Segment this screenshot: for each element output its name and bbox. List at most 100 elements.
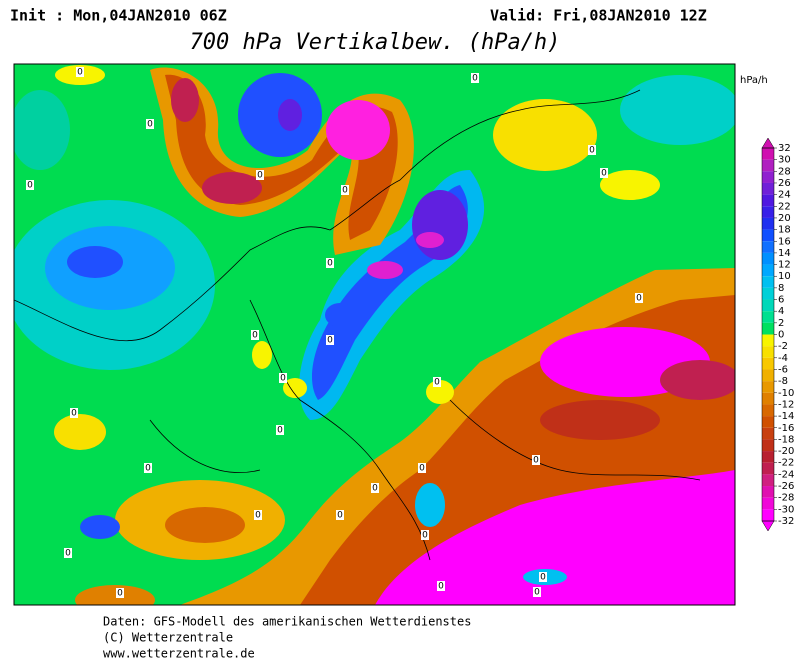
legend-tick-label: 12 <box>778 260 791 271</box>
legend-swatch <box>762 194 774 207</box>
contour-label: 0 <box>636 294 642 304</box>
contour-label-bg <box>279 373 287 383</box>
contour-label: 0 <box>589 146 595 156</box>
legend-swatch <box>762 451 774 463</box>
legend-tick-label: -22 <box>778 458 794 469</box>
legend-swatch <box>762 427 774 440</box>
legend-tick-label: -30 <box>778 504 794 515</box>
legend-swatch <box>762 241 774 253</box>
legend-swatch <box>762 171 774 183</box>
legend-swatch <box>762 474 774 487</box>
legend-swatch <box>762 392 774 405</box>
init-time: Init : Mon,04JAN2010 06Z <box>10 7 227 25</box>
contour-label: 0 <box>438 582 444 592</box>
contour-label: 0 <box>372 484 378 494</box>
legend-swatch <box>762 148 774 160</box>
legend-swatch <box>762 404 774 417</box>
legend-swatch <box>762 311 774 323</box>
contour-label: 0 <box>533 456 539 466</box>
contour-label-bg <box>371 483 379 493</box>
contour-label: 0 <box>472 74 478 84</box>
legend-swatch <box>762 276 774 288</box>
legend-tick-label: 20 <box>778 213 791 224</box>
legend-tick-label: 22 <box>778 201 791 212</box>
legend-tick-label: 0 <box>778 330 784 341</box>
coastlines <box>14 89 701 561</box>
legend-swatch <box>762 206 774 218</box>
contour-label-bg <box>539 572 547 582</box>
contour-label: 0 <box>71 409 77 419</box>
contour-label: 0 <box>327 259 333 269</box>
legend-tick-label: 26 <box>778 178 791 189</box>
legend-tick-label: 24 <box>778 190 791 201</box>
contour-label-bg <box>26 180 34 190</box>
map-frame <box>13 63 736 606</box>
legend-tick-label: 10 <box>778 271 791 282</box>
contour-label-bg <box>336 510 344 520</box>
field <box>14 64 735 605</box>
legend-tick-label: -10 <box>778 388 794 399</box>
contour-label-bg <box>326 258 334 268</box>
legend-unit: hPa/h <box>740 75 768 86</box>
contour-label: 0 <box>277 426 283 436</box>
contour-label: 0 <box>534 588 540 598</box>
legend-tick-label: 4 <box>778 306 784 317</box>
legend-tick-label: -14 <box>778 411 794 422</box>
contour-label: 0 <box>252 331 258 341</box>
contour-label-bg <box>116 588 124 598</box>
legend-swatch <box>762 159 774 172</box>
legend-tick-label: 18 <box>778 225 791 236</box>
contour-label-bg <box>276 425 284 435</box>
legend-swatch <box>762 486 774 498</box>
contour-label-bg <box>532 455 540 465</box>
legend-tick-label: -16 <box>778 423 794 434</box>
legend-tick-label: -20 <box>778 446 794 457</box>
legend-tick-label: -18 <box>778 434 794 445</box>
legend-swatch <box>762 346 774 358</box>
legend-swatch <box>762 287 774 300</box>
contour-label-bg <box>64 548 72 558</box>
legend-swatch <box>762 217 774 230</box>
contour-label: 0 <box>145 464 151 474</box>
legend-swatch <box>762 322 774 335</box>
legend-cap <box>761 520 775 532</box>
contour-label-bg <box>256 170 264 180</box>
legend-tick-label: -12 <box>778 399 794 410</box>
contour-label: 0 <box>601 169 607 179</box>
contour-label-bg <box>600 168 608 178</box>
footer-line: (C) Wetterzentrale <box>103 631 233 645</box>
footer-line: Daten: GFS-Modell des amerikanischen Wet… <box>103 615 471 629</box>
legend-swatch <box>762 334 774 347</box>
map-title: 700 hPa Vertikalbew. (hPa/h) <box>190 30 561 55</box>
contour-label: 0 <box>65 549 71 559</box>
contour-label-bg <box>588 145 596 155</box>
contour-label-bg <box>437 581 445 591</box>
legend-tick-label: -2 <box>778 341 788 352</box>
contour-label-bg <box>146 119 154 129</box>
legend-swatch <box>762 497 774 510</box>
legend-swatch <box>762 182 774 195</box>
legend-swatch <box>762 369 774 382</box>
legend-swatch <box>762 381 774 393</box>
contour-label-bg <box>144 463 152 473</box>
legend-tick-label: 30 <box>778 155 791 166</box>
shading <box>14 65 735 605</box>
contour-label: 0 <box>257 171 263 181</box>
contour-label-bg <box>418 463 426 473</box>
contour-label: 0 <box>117 589 123 599</box>
legend-swatch <box>762 299 774 312</box>
contour-label-bg <box>326 335 334 345</box>
contour-label: 0 <box>27 181 33 191</box>
legend-tick-label: 14 <box>778 248 791 259</box>
contour-label-bg <box>251 330 259 340</box>
legend-swatch <box>762 264 774 277</box>
legend-tick-label: -6 <box>778 364 788 375</box>
contour-label-bg <box>421 530 429 540</box>
contour-label: 0 <box>337 511 343 521</box>
valid-time: Valid: Fri,08JAN2010 12Z <box>490 7 707 25</box>
legend-cap <box>761 137 775 149</box>
contour-label: 0 <box>540 573 546 583</box>
contour-label-bg <box>70 408 78 418</box>
footer-line: www.wetterzentrale.de <box>103 647 255 661</box>
